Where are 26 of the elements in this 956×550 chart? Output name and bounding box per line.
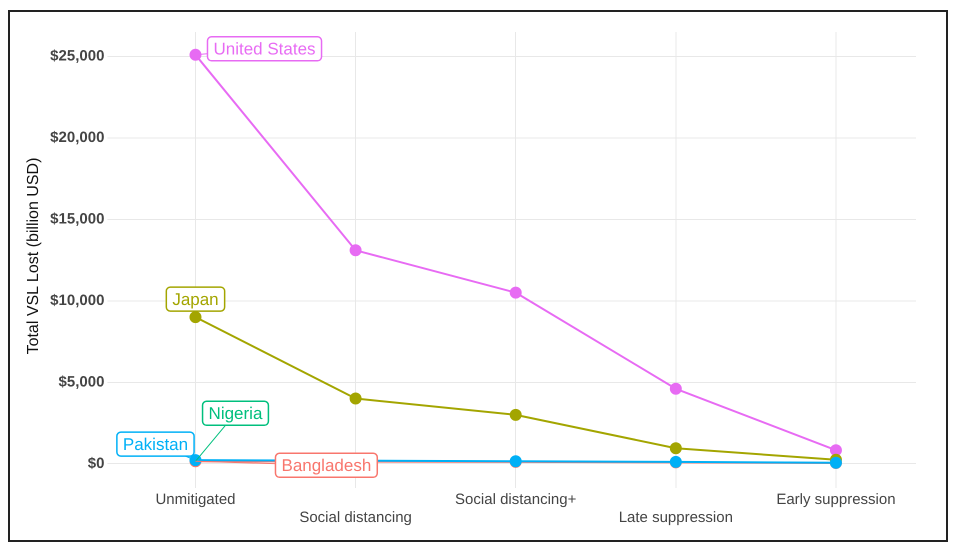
point <box>670 382 682 395</box>
point <box>350 392 362 405</box>
series-label: Bangladesh <box>281 456 372 475</box>
y-tick-label: $15,000 <box>50 210 104 228</box>
x-tick-label: Social distancing+ <box>455 491 577 508</box>
point <box>670 442 682 454</box>
x-tick-label: Social distancing <box>299 509 412 526</box>
y-tick-label: $0 <box>88 454 104 472</box>
legend-label: Nigeria <box>208 404 263 423</box>
point <box>510 286 522 299</box>
x-tick-label: Unmitigated <box>155 491 236 508</box>
series-label: Japan <box>172 290 219 309</box>
point <box>830 444 842 456</box>
point <box>189 311 202 324</box>
y-axis-title: Total VSL Lost (billion USD) <box>25 158 42 354</box>
point <box>510 408 522 421</box>
series-label: United States <box>213 39 316 58</box>
y-tick-label: $20,000 <box>50 129 104 146</box>
y-tick-label: $10,000 <box>50 292 104 309</box>
y-tick-label: $5,000 <box>58 373 104 390</box>
x-tick-label: Late suppression <box>618 509 733 526</box>
point <box>189 48 202 61</box>
series-label: Pakistan <box>122 434 188 454</box>
x-tick-label: Early suppression <box>776 491 896 508</box>
y-tick-label: $25,000 <box>50 48 104 65</box>
point <box>350 244 362 256</box>
